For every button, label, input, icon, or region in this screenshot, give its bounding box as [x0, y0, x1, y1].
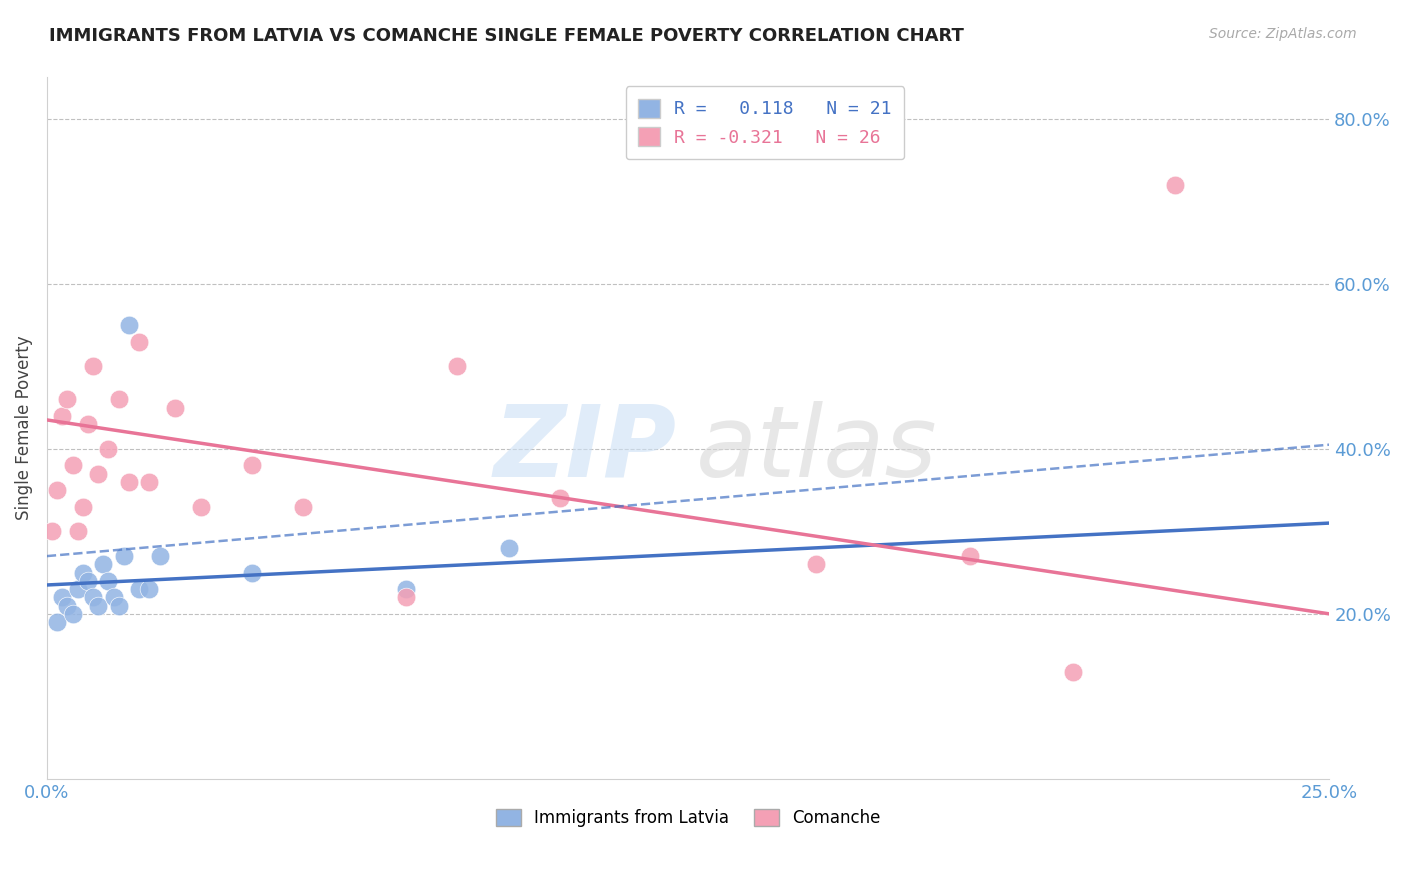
Point [395, 591, 418, 605]
Point [103, 591, 125, 605]
Point [97, 442, 120, 456]
Point [41, 524, 63, 539]
Point [149, 549, 172, 563]
Point [128, 334, 150, 349]
Point [118, 318, 141, 332]
Text: Source: ZipAtlas.com: Source: ZipAtlas.com [1209, 27, 1357, 41]
Point [395, 582, 418, 596]
Point [240, 566, 263, 580]
Point [165, 401, 187, 415]
Point [446, 359, 468, 374]
Point [959, 549, 981, 563]
Point [97, 574, 120, 588]
Point [46, 483, 69, 497]
Point [1062, 665, 1084, 679]
Point [51, 591, 73, 605]
Point [107, 392, 129, 407]
Point [91, 558, 114, 572]
Point [82, 359, 104, 374]
Point [548, 491, 571, 506]
Point [87, 467, 110, 481]
Point [292, 500, 315, 514]
Point [46, 615, 69, 629]
Point [82, 591, 104, 605]
Point [62, 607, 84, 621]
Legend: Immigrants from Latvia, Comanche: Immigrants from Latvia, Comanche [489, 802, 887, 834]
Text: atlas: atlas [696, 401, 938, 498]
Point [118, 475, 141, 489]
Point [77, 574, 100, 588]
Point [87, 599, 110, 613]
Point [112, 549, 135, 563]
Point [190, 500, 212, 514]
Point [138, 475, 160, 489]
Point [51, 409, 73, 423]
Point [498, 541, 520, 555]
Point [66, 524, 89, 539]
Text: ZIP: ZIP [494, 401, 676, 498]
Point [66, 582, 89, 596]
Point [72, 500, 94, 514]
Point [1164, 178, 1187, 192]
Point [62, 458, 84, 473]
Point [56, 392, 79, 407]
Point [72, 566, 94, 580]
Point [138, 582, 160, 596]
Point [240, 458, 263, 473]
Y-axis label: Single Female Poverty: Single Female Poverty [15, 336, 32, 521]
Point [128, 582, 150, 596]
Point [56, 599, 79, 613]
Point [806, 558, 828, 572]
Point [77, 417, 100, 431]
Point [107, 599, 129, 613]
Text: IMMIGRANTS FROM LATVIA VS COMANCHE SINGLE FEMALE POVERTY CORRELATION CHART: IMMIGRANTS FROM LATVIA VS COMANCHE SINGL… [49, 27, 965, 45]
